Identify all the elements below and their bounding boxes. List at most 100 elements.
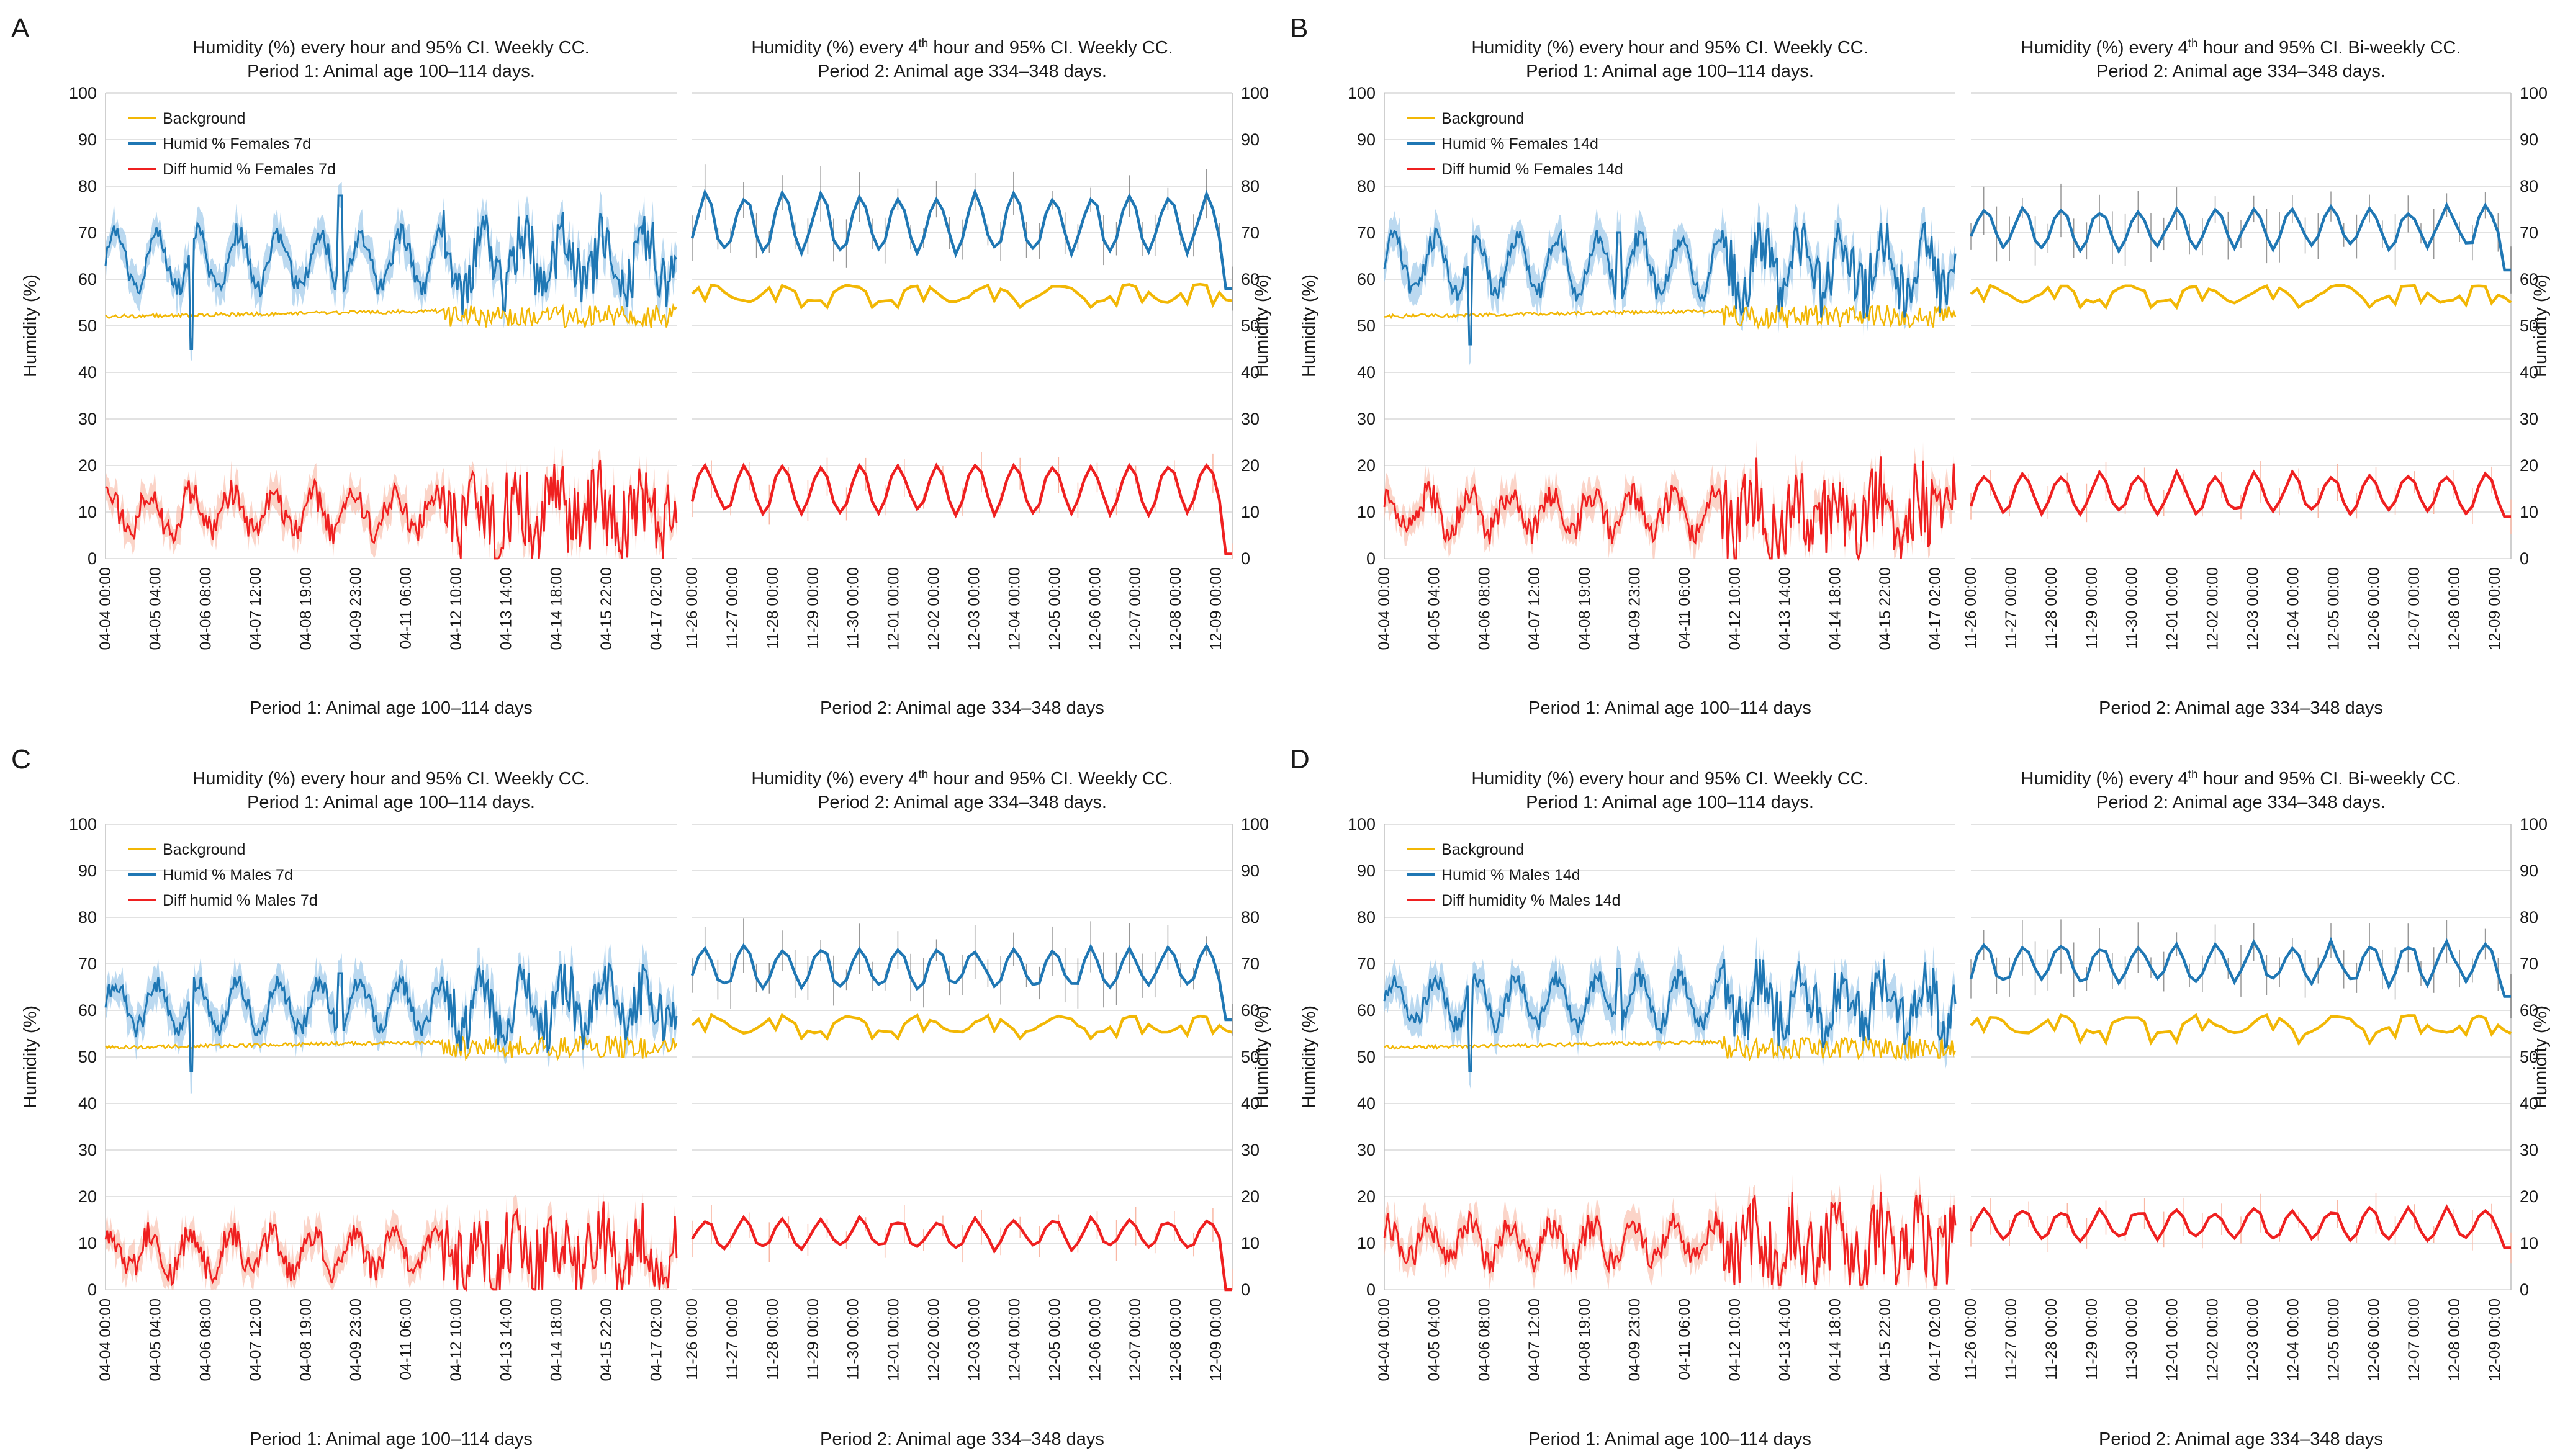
x-tick-label-period2: 12-05 00:00 bbox=[1046, 1298, 1063, 1381]
left-chart-title: Humidity (%) every hour and 95% CI. Week… bbox=[1471, 38, 1868, 58]
humid-line-period2 bbox=[690, 943, 1232, 1022]
x-tick-label-period2: 12-05 00:00 bbox=[2325, 1298, 2342, 1381]
y-tick-label-left: 0 bbox=[88, 1280, 97, 1299]
x-tick-label-period1: 04-12 10:00 bbox=[1726, 1298, 1744, 1381]
legend-entry: Background bbox=[1441, 841, 1524, 858]
y-axis-label-left: Humidity (%) bbox=[1299, 1005, 1319, 1108]
right-chart-title: Humidity (%) every 4th hour and 95% CI. … bbox=[751, 768, 1173, 789]
left-chart-title: Humidity (%) every hour and 95% CI. Week… bbox=[192, 769, 589, 789]
left-chart-title: Humidity (%) every hour and 95% CI. Week… bbox=[1471, 769, 1868, 789]
y-tick-label-left: 30 bbox=[1357, 410, 1376, 428]
legend-entry: Humid % Males 7d bbox=[163, 866, 293, 884]
y-tick-label-right: 80 bbox=[2520, 908, 2538, 927]
y-tick-label-right: 70 bbox=[1241, 223, 1260, 242]
y-tick-label-left: 50 bbox=[1357, 1048, 1376, 1066]
y-tick-label-left: 100 bbox=[69, 815, 97, 834]
x-tick-label-period2: 12-08 00:00 bbox=[2446, 1298, 2463, 1381]
y-tick-label-right: 40 bbox=[2520, 363, 2538, 382]
x-tick-label-period1: 04-07 12:00 bbox=[247, 567, 264, 650]
background-line-period2 bbox=[1970, 1013, 2512, 1046]
x-tick-label-period1: 04-17 02:00 bbox=[648, 567, 665, 650]
x-tick-label-period2: 12-09 00:00 bbox=[1207, 1298, 1225, 1381]
background-line-period2 bbox=[691, 282, 1233, 310]
x-tick-label-period1: 04-15 22:00 bbox=[598, 567, 615, 650]
x-tick-label-period2: 12-04 00:00 bbox=[1006, 567, 1023, 650]
x-tick-label-period2: 12-01 00:00 bbox=[2164, 1298, 2181, 1381]
x-tick-label-period2: 12-09 00:00 bbox=[2486, 567, 2504, 650]
x-tick-label-period1: 04-08 19:00 bbox=[297, 1298, 315, 1381]
x-tick-label-period1: 04-06 08:00 bbox=[197, 1298, 214, 1381]
y-tick-label-right: 30 bbox=[2520, 410, 2538, 428]
y-tick-label-left: 30 bbox=[78, 1141, 97, 1159]
x-tick-label-period2: 12-01 00:00 bbox=[885, 567, 903, 650]
y-tick-label-left: 100 bbox=[69, 84, 97, 102]
legend-entry: Background bbox=[163, 110, 245, 127]
x-tick-label-period2: 12-08 00:00 bbox=[2446, 567, 2463, 650]
x-tick-label-period2: 12-02 00:00 bbox=[2204, 567, 2222, 650]
left-chart-subtitle: Period 1: Animal age 100–114 days. bbox=[247, 61, 535, 81]
y-tick-label-right: 80 bbox=[1241, 908, 1260, 927]
x-tick-label-period2: 11-29 00:00 bbox=[2083, 567, 2101, 649]
x-tick-label-period2: 12-04 00:00 bbox=[2284, 567, 2302, 650]
x-tick-label-period1: 04-11 06:00 bbox=[397, 1298, 415, 1380]
y-tick-label-right: 70 bbox=[2520, 955, 2538, 973]
y-tick-label-right: 100 bbox=[2520, 815, 2548, 834]
x-tick-label-period1: 04-11 06:00 bbox=[1676, 567, 1693, 649]
right-chart-subtitle: Period 2: Animal age 334–348 days. bbox=[818, 61, 1107, 81]
panel-letter: B bbox=[1290, 13, 1308, 43]
y-tick-label-right: 90 bbox=[1241, 861, 1260, 880]
humid-line-period1 bbox=[104, 194, 678, 350]
y-tick-label-right: 20 bbox=[1241, 1187, 1260, 1206]
x-tick-label-period2: 12-05 00:00 bbox=[2325, 567, 2342, 650]
left-chart-subtitle: Period 1: Animal age 100–114 days. bbox=[1526, 61, 1814, 81]
x-tick-label-period1: 04-11 06:00 bbox=[1676, 1298, 1693, 1380]
x-tick-label-period1: 04-07 12:00 bbox=[247, 1298, 264, 1381]
panel-a: A Humidity (%) every hour and 95% CI. Wee… bbox=[11, 13, 1272, 718]
diff-line-period1 bbox=[104, 1201, 678, 1292]
y-tick-label-left: 70 bbox=[78, 955, 97, 973]
y-tick-label-right: 30 bbox=[1241, 410, 1260, 428]
background-line-period1 bbox=[1384, 304, 1957, 330]
x-tick-label-period2: 12-04 00:00 bbox=[1006, 1298, 1023, 1381]
y-tick-label-right: 90 bbox=[2520, 861, 2538, 880]
humid-ci-band-period1 bbox=[1384, 202, 1955, 366]
period1-label: Period 1: Animal age 100–114 days bbox=[250, 1429, 533, 1449]
humid-ci-band-period1 bbox=[106, 182, 677, 362]
x-tick-label-period1: 04-13 14:00 bbox=[1777, 567, 1794, 650]
x-tick-label-period1: 04-12 10:00 bbox=[1726, 567, 1744, 650]
y-tick-label-left: 70 bbox=[78, 223, 97, 242]
x-tick-label-period1: 04-15 22:00 bbox=[1877, 1298, 1894, 1381]
y-tick-label-right: 0 bbox=[1241, 1280, 1250, 1299]
diff-line-period1 bbox=[1383, 456, 1957, 562]
y-tick-label-left: 20 bbox=[1357, 1187, 1376, 1206]
y-tick-label-left: 20 bbox=[78, 1187, 97, 1206]
left-chart-subtitle: Period 1: Animal age 100–114 days. bbox=[1526, 793, 1814, 812]
left-chart-subtitle: Period 1: Animal age 100–114 days. bbox=[247, 793, 535, 812]
y-tick-label-right: 80 bbox=[1241, 177, 1260, 195]
y-tick-label-left: 80 bbox=[78, 177, 97, 195]
x-tick-label-period2: 11-29 00:00 bbox=[2083, 1298, 2101, 1380]
y-axis-label-right: Humidity (%) bbox=[1252, 274, 1272, 377]
y-axis-label-left: Humidity (%) bbox=[1299, 274, 1319, 377]
x-tick-label-period2: 11-28 00:00 bbox=[2043, 567, 2060, 649]
x-tick-label-period2: 11-29 00:00 bbox=[805, 567, 822, 649]
x-tick-label-period2: 11-28 00:00 bbox=[764, 567, 782, 649]
x-tick-label-period1: 04-04 00:00 bbox=[1376, 567, 1393, 650]
y-tick-label-left: 60 bbox=[1357, 270, 1376, 289]
y-tick-label-right: 50 bbox=[2520, 317, 2538, 335]
period2-label: Period 2: Animal age 334–348 days bbox=[2099, 698, 2383, 718]
legend-entry: Background bbox=[163, 841, 245, 858]
x-tick-label-period1: 04-05 04:00 bbox=[147, 567, 165, 650]
y-tick-label-right: 50 bbox=[1241, 317, 1260, 335]
y-tick-label-right: 20 bbox=[1241, 456, 1260, 475]
left-chart-title: Humidity (%) every hour and 95% CI. Week… bbox=[192, 38, 589, 58]
x-tick-label-period2: 12-04 00:00 bbox=[2284, 1298, 2302, 1381]
y-tick-label-left: 10 bbox=[78, 1234, 97, 1252]
y-tick-label-right: 100 bbox=[2520, 84, 2548, 102]
y-tick-label-left: 80 bbox=[1357, 908, 1376, 927]
humid-ci-band-period1 bbox=[1384, 936, 1955, 1090]
x-tick-label-period1: 04-14 18:00 bbox=[1826, 567, 1844, 650]
x-tick-label-period1: 04-17 02:00 bbox=[1927, 1298, 1944, 1381]
x-tick-label-period1: 04-15 22:00 bbox=[598, 1298, 615, 1381]
background-line-period2 bbox=[1970, 284, 2512, 310]
